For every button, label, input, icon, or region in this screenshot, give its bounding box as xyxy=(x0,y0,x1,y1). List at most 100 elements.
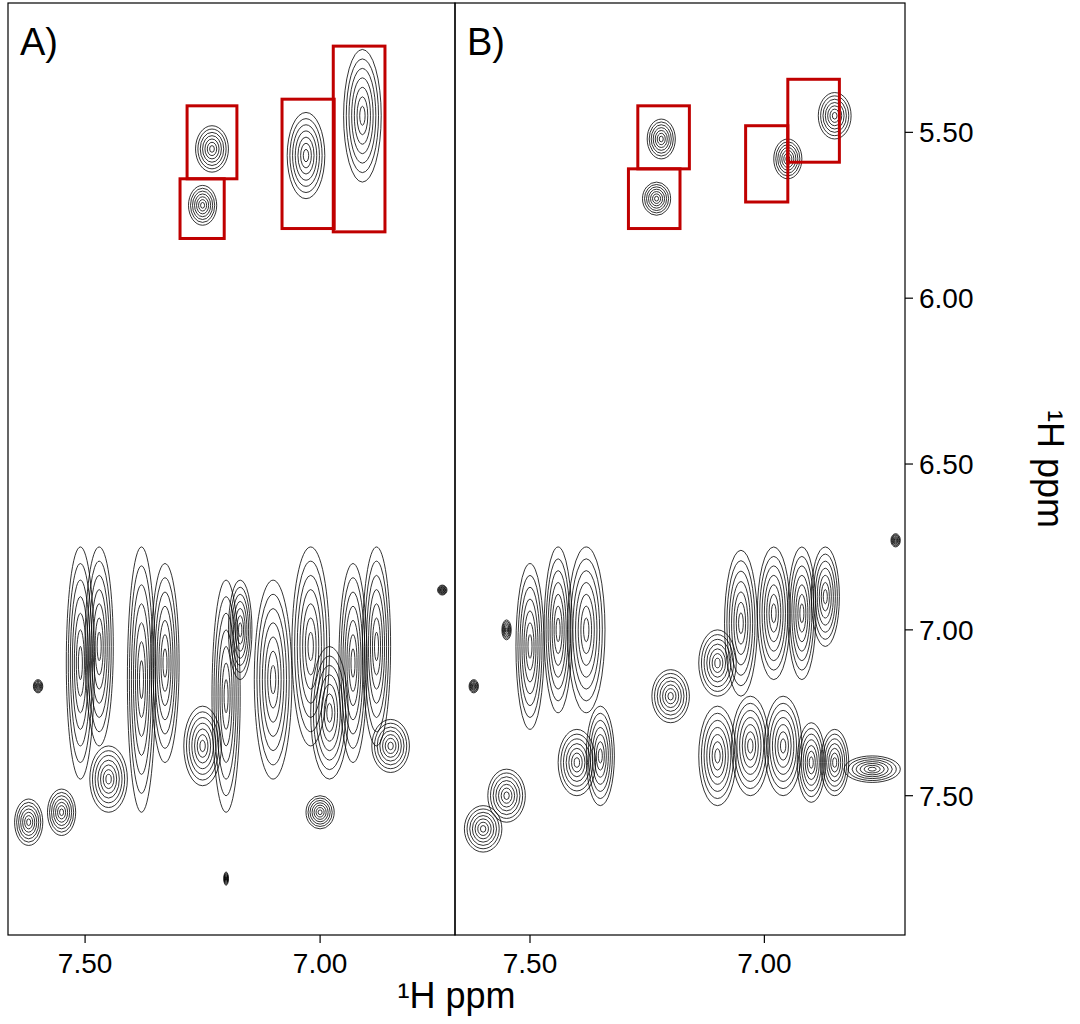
contour-level xyxy=(503,621,511,638)
contour-level xyxy=(699,630,737,696)
contour-level xyxy=(815,561,835,632)
contour-level xyxy=(715,658,720,667)
x-tick xyxy=(320,935,321,943)
contour-level xyxy=(233,601,246,658)
contour-level xyxy=(645,184,669,212)
contour-level xyxy=(803,740,819,785)
contour-level xyxy=(704,720,731,791)
contour-level xyxy=(383,735,399,758)
highlight-box xyxy=(333,46,385,232)
contour-level xyxy=(135,623,147,737)
contour-level xyxy=(97,632,101,660)
contour-level xyxy=(544,547,572,713)
contour-level xyxy=(790,556,814,670)
contour-level xyxy=(860,763,884,774)
contour-level xyxy=(833,758,837,767)
contour-level xyxy=(151,564,179,763)
contour-level xyxy=(319,675,340,751)
contour-level xyxy=(892,535,900,546)
contour-level xyxy=(811,547,839,647)
contour-level xyxy=(200,132,224,165)
contour-level xyxy=(225,875,228,883)
contour-level xyxy=(471,682,476,690)
contour-level xyxy=(800,604,804,623)
contour-level xyxy=(643,182,671,215)
contour-level xyxy=(647,187,667,211)
contour-level xyxy=(224,874,227,883)
contour-level xyxy=(155,592,175,734)
contour-level xyxy=(805,745,817,779)
y-tick xyxy=(905,463,913,464)
contour-level xyxy=(552,594,564,665)
contour-level xyxy=(894,537,898,543)
contour-level xyxy=(216,613,236,779)
contour-level xyxy=(792,566,812,661)
contour-level xyxy=(157,606,173,720)
y-tick-label: 7.50 xyxy=(919,781,974,812)
contour-level xyxy=(87,561,111,732)
contour-level xyxy=(205,139,219,159)
contour-level xyxy=(316,808,324,817)
contour-level xyxy=(131,585,151,775)
contour-level xyxy=(343,592,363,734)
contour-level xyxy=(668,692,673,700)
contour-level xyxy=(254,580,292,779)
peak xyxy=(66,547,94,779)
contour-level xyxy=(799,728,823,796)
contour-level xyxy=(197,197,209,214)
contour-level xyxy=(737,710,764,781)
peak xyxy=(821,729,849,795)
contour-level xyxy=(592,727,608,784)
contour-level xyxy=(153,578,177,749)
x-axis-title: ¹H ppm xyxy=(397,975,515,1016)
contour-level xyxy=(351,649,355,677)
contour-level xyxy=(469,680,478,693)
highlight-box xyxy=(628,169,680,229)
peak xyxy=(558,729,596,795)
contour-level xyxy=(596,742,604,770)
x-tick xyxy=(84,935,85,943)
contour-level xyxy=(745,732,756,760)
contour-level xyxy=(772,718,793,775)
contour-level xyxy=(295,131,316,180)
contour-level xyxy=(225,878,227,880)
contour-level xyxy=(324,694,335,732)
plot-area xyxy=(15,46,447,885)
contour-level xyxy=(66,547,94,779)
contour-level xyxy=(821,582,829,610)
contour-level xyxy=(832,112,837,119)
contour-level xyxy=(655,673,687,718)
contour-level xyxy=(60,809,64,816)
peak xyxy=(254,580,292,779)
contour-level xyxy=(442,589,443,590)
y-tick xyxy=(905,132,913,133)
contour-level xyxy=(478,822,489,835)
contour-level xyxy=(161,635,169,692)
contour-level xyxy=(90,746,128,812)
peak xyxy=(643,182,671,215)
peak xyxy=(306,796,334,829)
contour-level xyxy=(813,554,837,639)
contour-level xyxy=(827,744,843,782)
contour-level xyxy=(370,604,382,689)
contour-level xyxy=(354,87,370,144)
highlight-box xyxy=(638,106,690,169)
contour-level xyxy=(825,103,844,130)
contour-level xyxy=(797,723,825,803)
contour-level xyxy=(558,729,596,795)
contour-level xyxy=(663,685,679,708)
contour-level xyxy=(864,765,880,773)
contour-level xyxy=(823,590,827,604)
contour-level xyxy=(93,604,105,689)
contour-level xyxy=(374,723,406,768)
contour-level xyxy=(37,685,38,687)
contour-level xyxy=(778,732,789,760)
contour-level xyxy=(347,620,359,705)
contour-level xyxy=(586,706,614,806)
contour-level xyxy=(357,97,368,135)
contour-level xyxy=(372,618,380,675)
contour-level xyxy=(312,803,328,822)
contour-level xyxy=(98,760,119,798)
peak xyxy=(568,547,606,713)
contour-level xyxy=(505,627,508,633)
